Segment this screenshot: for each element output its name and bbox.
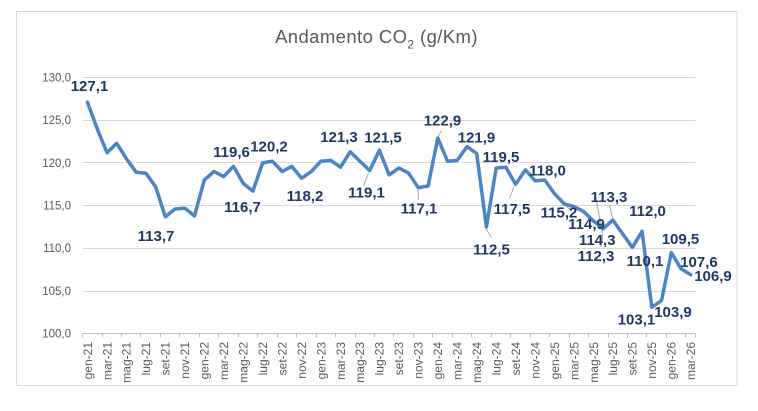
svg-text:mar-22: mar-22 <box>217 342 231 380</box>
svg-text:110,0: 110,0 <box>43 243 71 255</box>
svg-text:mar-25: mar-25 <box>567 342 581 380</box>
svg-text:112,3: 112,3 <box>578 248 615 265</box>
svg-text:127,1: 127,1 <box>71 78 109 95</box>
svg-text:nov-24: nov-24 <box>528 342 542 379</box>
svg-text:set-21: set-21 <box>159 342 173 376</box>
svg-text:109,5: 109,5 <box>662 231 700 248</box>
svg-text:113,7: 113,7 <box>138 228 175 245</box>
svg-text:114,3: 114,3 <box>579 232 616 249</box>
svg-text:120,2: 120,2 <box>250 139 288 156</box>
svg-text:nov-22: nov-22 <box>295 342 309 379</box>
svg-text:gen-21: gen-21 <box>81 342 95 380</box>
svg-text:gen-26: gen-26 <box>665 342 679 380</box>
svg-text:100,0: 100,0 <box>42 329 71 341</box>
svg-text:lug-24: lug-24 <box>490 342 504 376</box>
svg-text:115,0: 115,0 <box>43 201 71 213</box>
svg-text:115,2: 115,2 <box>541 205 578 222</box>
svg-text:118,2: 118,2 <box>287 188 324 205</box>
svg-text:110,1: 110,1 <box>627 253 664 270</box>
svg-text:119,1: 119,1 <box>348 185 385 202</box>
svg-text:122,9: 122,9 <box>424 113 462 130</box>
svg-text:mar-21: mar-21 <box>100 342 114 380</box>
svg-text:107,6: 107,6 <box>680 254 718 271</box>
svg-text:lug-23: lug-23 <box>373 342 387 376</box>
svg-text:lug-22: lug-22 <box>256 342 270 376</box>
svg-text:gen-25: gen-25 <box>548 342 562 380</box>
svg-text:nov-21: nov-21 <box>178 342 192 379</box>
svg-text:106,9: 106,9 <box>694 268 732 285</box>
svg-text:119,6: 119,6 <box>213 144 250 161</box>
svg-text:119,5: 119,5 <box>483 149 520 166</box>
svg-text:120,0: 120,0 <box>42 158 71 170</box>
svg-text:lug-21: lug-21 <box>139 342 153 376</box>
svg-text:mag-22: mag-22 <box>237 342 251 383</box>
svg-text:Andamento CO2 (g/Km): Andamento CO2 (g/Km) <box>275 26 478 51</box>
svg-text:mag-21: mag-21 <box>120 342 134 383</box>
svg-text:116,7: 116,7 <box>224 199 261 216</box>
svg-text:gen-22: gen-22 <box>198 342 212 380</box>
svg-text:118,0: 118,0 <box>529 163 566 180</box>
svg-text:113,3: 113,3 <box>591 189 628 206</box>
svg-text:105,0: 105,0 <box>42 286 71 298</box>
svg-text:117,1: 117,1 <box>401 201 438 218</box>
svg-text:mag-23: mag-23 <box>353 342 367 383</box>
svg-text:103,9: 103,9 <box>654 304 692 321</box>
svg-text:nov-25: nov-25 <box>645 342 659 379</box>
svg-text:121,5: 121,5 <box>364 130 402 147</box>
svg-text:set-23: set-23 <box>392 342 406 376</box>
svg-text:112,5: 112,5 <box>473 242 510 259</box>
svg-text:121,3: 121,3 <box>320 129 358 146</box>
svg-text:mag-25: mag-25 <box>587 342 601 383</box>
svg-text:125,0: 125,0 <box>42 115 71 127</box>
svg-text:112,0: 112,0 <box>629 203 666 220</box>
svg-text:gen-24: gen-24 <box>431 342 445 380</box>
svg-text:121,9: 121,9 <box>458 130 496 147</box>
svg-text:114,9: 114,9 <box>568 216 605 233</box>
svg-text:mar-23: mar-23 <box>334 342 348 380</box>
svg-text:set-24: set-24 <box>509 342 523 376</box>
svg-text:lug-25: lug-25 <box>606 342 620 376</box>
svg-text:set-25: set-25 <box>626 342 640 376</box>
svg-text:mar-26: mar-26 <box>684 342 698 380</box>
svg-text:mar-24: mar-24 <box>451 342 465 380</box>
svg-text:117,5: 117,5 <box>494 201 531 218</box>
svg-text:nov-23: nov-23 <box>412 342 426 379</box>
svg-text:130,0: 130,0 <box>42 72 71 84</box>
svg-text:set-22: set-22 <box>275 342 289 376</box>
svg-text:gen-23: gen-23 <box>314 342 328 380</box>
svg-text:mag-24: mag-24 <box>470 342 484 383</box>
svg-text:103,1: 103,1 <box>618 312 656 329</box>
